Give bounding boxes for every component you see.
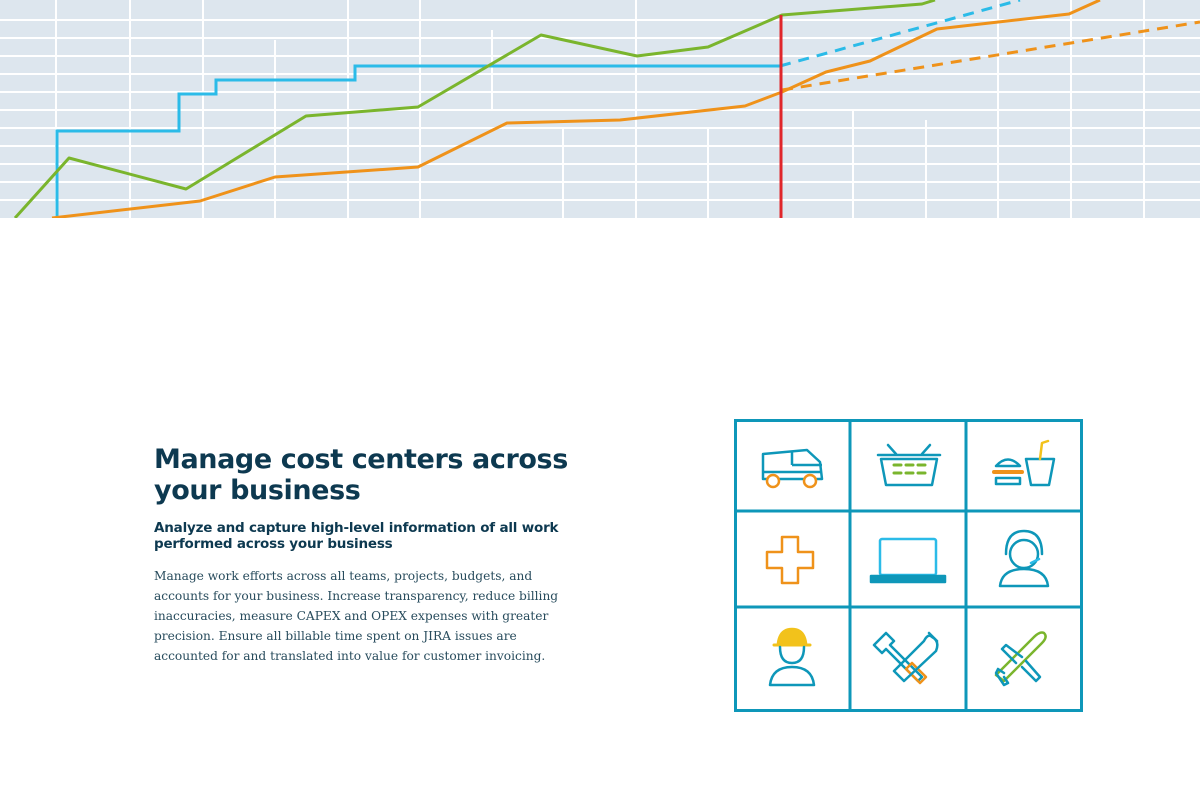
hero-chart-illustration bbox=[0, 0, 1200, 218]
hero-line-orange-projection bbox=[781, 20, 1200, 92]
food-and-drink-icon bbox=[992, 439, 1056, 487]
feature-description: Manage work efforts across all teams, pr… bbox=[154, 569, 559, 663]
tools-icon bbox=[872, 631, 939, 685]
hero-line-blue bbox=[55, 64, 780, 218]
truck-icon bbox=[761, 448, 824, 489]
hero-chart-svg bbox=[0, 0, 1200, 218]
shopping-basket-icon bbox=[876, 443, 942, 487]
construction-worker-icon bbox=[768, 627, 816, 687]
hero-line-orange bbox=[51, 0, 1101, 218]
medical-cross-icon bbox=[765, 535, 815, 585]
hero-line-blue-projection bbox=[779, 0, 1021, 68]
airplane-icon bbox=[994, 631, 1047, 687]
support-agent-icon bbox=[998, 529, 1050, 588]
industry-icon-grid bbox=[734, 419, 1083, 712]
hero-line-green bbox=[13, 0, 936, 218]
feature-section: Manage cost centers across your business… bbox=[154, 444, 574, 666]
feature-title: Manage cost centers across your business bbox=[154, 444, 568, 506]
icon-grid-lines bbox=[734, 419, 1083, 712]
laptop-icon bbox=[869, 537, 947, 584]
feature-subtitle: Analyze and capture high-level informati… bbox=[154, 520, 559, 552]
